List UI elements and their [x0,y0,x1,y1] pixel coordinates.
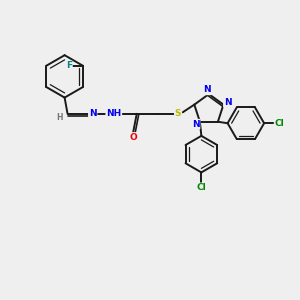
Text: N: N [192,120,200,129]
Text: N: N [204,85,211,94]
Text: NH: NH [106,109,122,118]
Text: N: N [89,109,96,118]
Text: O: O [129,133,137,142]
Text: F: F [66,61,72,70]
Text: N: N [224,98,231,107]
Text: H: H [56,113,63,122]
Text: Cl: Cl [274,119,284,128]
Text: Cl: Cl [196,183,206,192]
Text: S: S [175,109,181,118]
